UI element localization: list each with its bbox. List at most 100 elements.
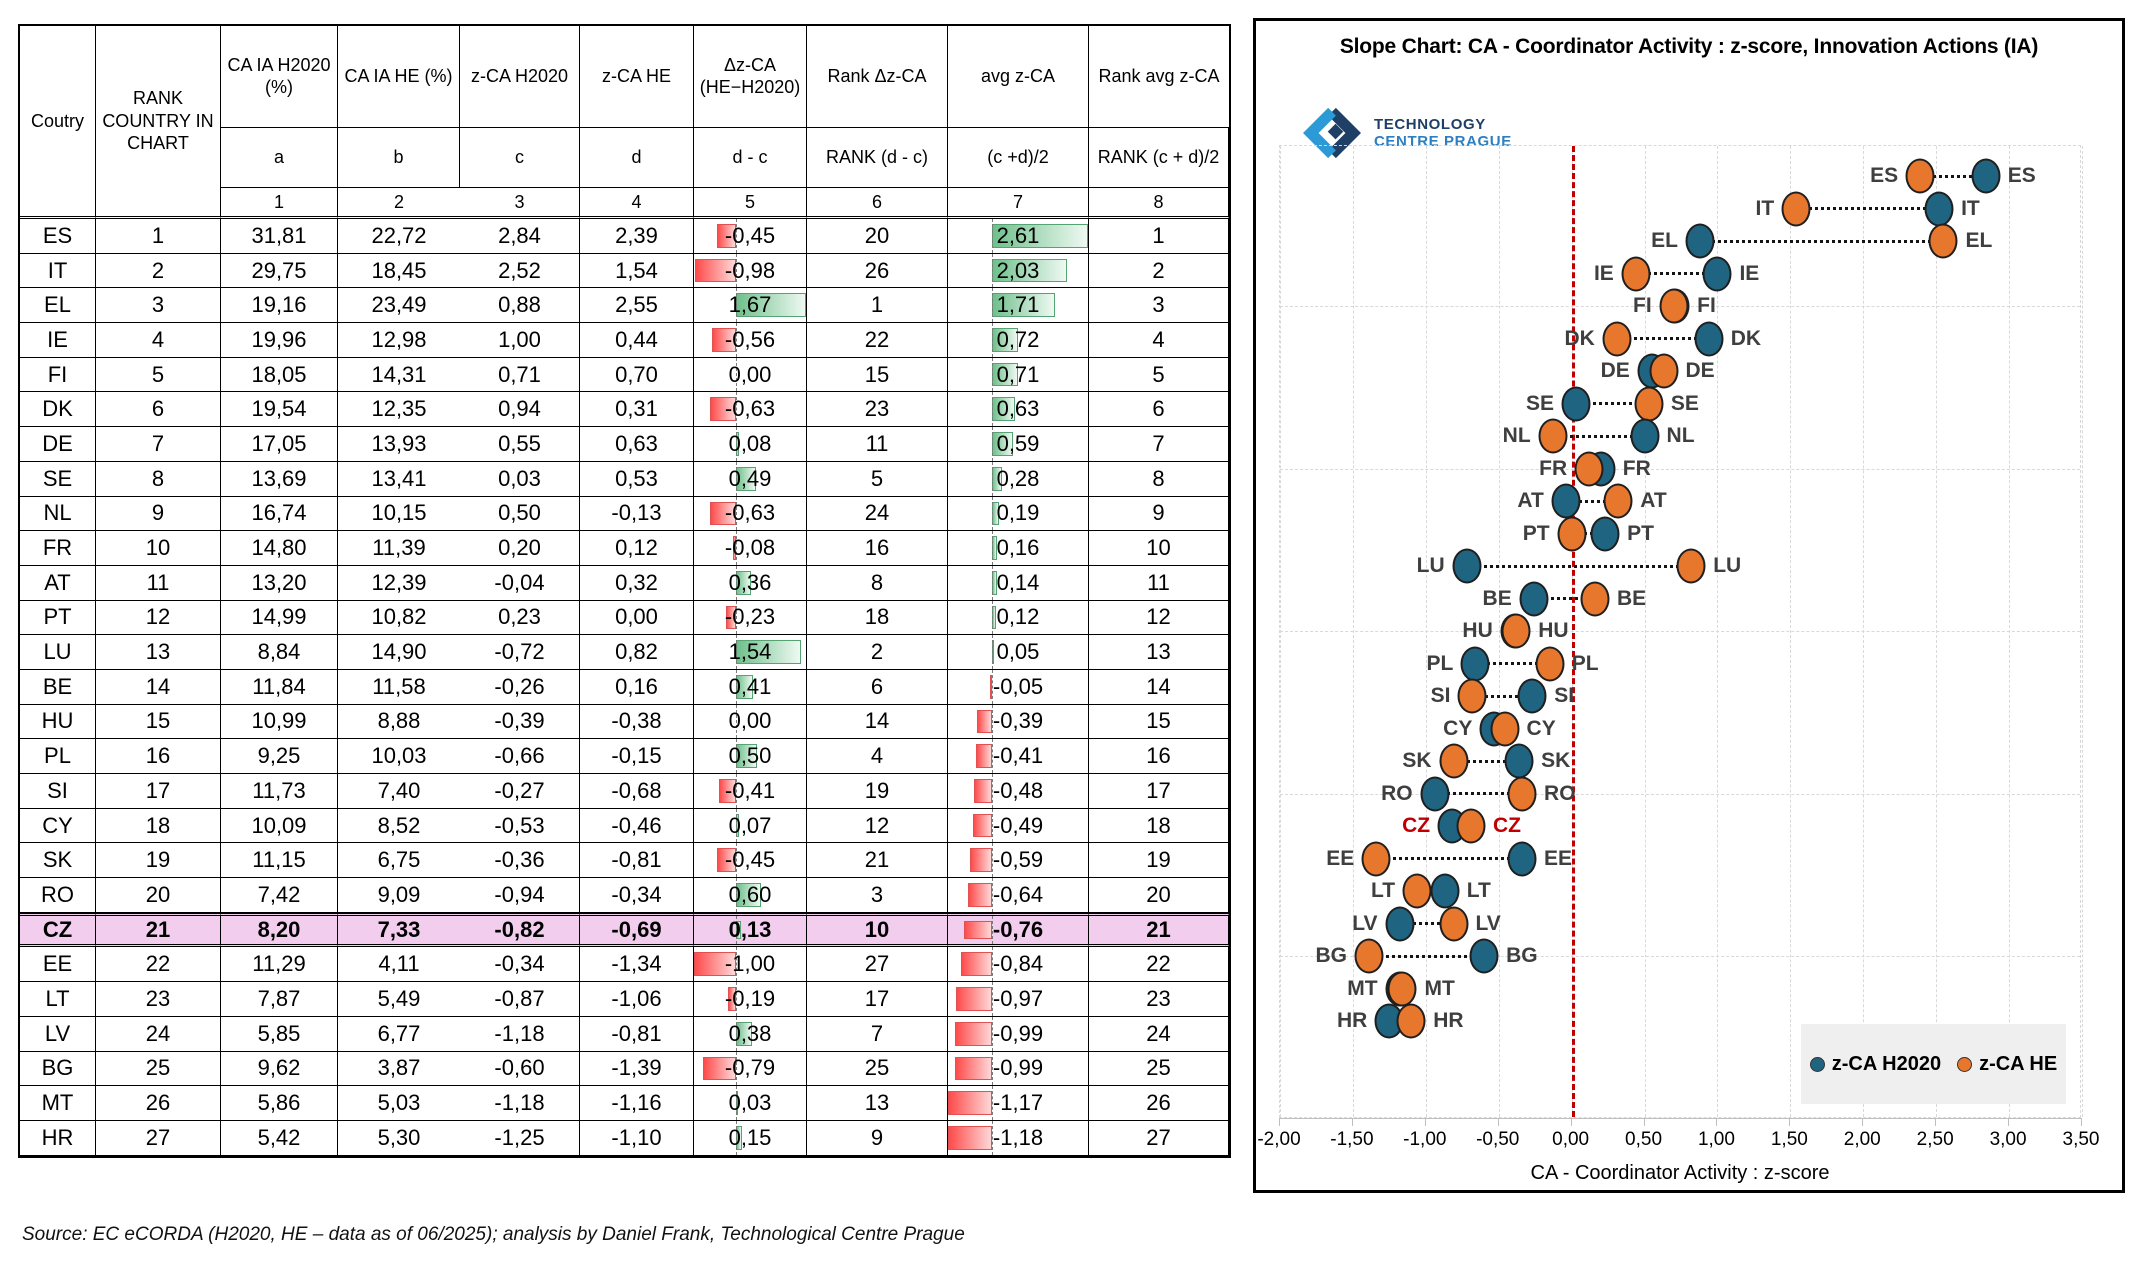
table-cell-value: 0,41 xyxy=(694,669,807,705)
table-cell-value: 20 xyxy=(807,219,948,254)
table-cell-value: 5,03 xyxy=(338,1086,460,1121)
x-axis-tick xyxy=(1862,1118,1864,1126)
table-cell-value: 19,54 xyxy=(221,392,338,428)
table-bar-zero-axis xyxy=(735,739,737,773)
table-cell-value: 1,00 xyxy=(460,323,580,358)
country-label-right: CY xyxy=(1526,716,1556,740)
table-cell-value: -0,56 xyxy=(694,323,807,358)
table-cell-value: 31,81 xyxy=(221,219,338,254)
country-label-left: HU xyxy=(1462,619,1493,642)
table-header-col-number: 1 xyxy=(221,188,338,219)
table-data-bar xyxy=(977,709,992,734)
table-cell-value: -0,46 xyxy=(580,808,694,844)
table-cell-value: 12,98 xyxy=(338,323,460,358)
table-bar-zero-axis xyxy=(991,635,993,669)
table-cell-value: -0,81 xyxy=(580,1016,694,1052)
table-cell-country-code: DK xyxy=(20,392,96,428)
table-bar-zero-axis xyxy=(991,496,993,531)
table-cell-country-code: EE xyxy=(20,947,96,983)
table-cell-value: -1,10 xyxy=(580,1120,694,1156)
table-cell-value: 0,03 xyxy=(460,461,580,497)
table-cell-value: -0,41 xyxy=(694,774,807,809)
country-label-right: EL xyxy=(1965,229,1993,252)
country-label-left: SI xyxy=(1430,684,1451,707)
table-bar-zero-axis xyxy=(735,915,737,945)
country-label-left: ES xyxy=(1870,164,1899,187)
table-header-col-title: Rank Δz-CA xyxy=(807,26,948,128)
table-cell-country-code: CY xyxy=(20,808,96,844)
table-data-bar xyxy=(989,674,992,699)
plot-vertical-gridline xyxy=(2082,146,2083,1117)
table-bar-zero-axis xyxy=(991,704,993,739)
country-label-left: AT xyxy=(1517,489,1544,512)
table-cell-value: 15 xyxy=(807,357,948,393)
table-cell-value: 10 xyxy=(807,912,948,948)
marker-z-ca-h2020 xyxy=(1561,386,1591,421)
table-cell-value: 0,63 xyxy=(580,427,694,462)
slope-connector-line xyxy=(1571,532,1606,535)
marker-z-ca-he xyxy=(1439,906,1469,941)
table-cell-value: -0,87 xyxy=(460,982,580,1017)
marker-z-ca-h2020 xyxy=(1694,321,1724,356)
table-cell-rank: 12 xyxy=(96,600,221,636)
table-bar-zero-axis xyxy=(991,288,993,323)
chart-title: Slope Chart: CA - Coordinator Activity :… xyxy=(1339,35,2039,58)
table-cell-value: 11,73 xyxy=(221,774,338,809)
table-cell-value: 0,44 xyxy=(580,323,694,358)
table-cell-rank: 13 xyxy=(96,635,221,670)
table-cell-value: 0,00 xyxy=(694,357,807,393)
table-cell-value: 0,19 xyxy=(948,496,1089,532)
country-label-left: LT xyxy=(1370,879,1396,902)
table-data-bar xyxy=(976,744,992,768)
logo-text-line1: TECHNOLOGY xyxy=(1374,115,1486,133)
table-bar-zero-axis xyxy=(991,774,993,808)
country-label-left: CZ xyxy=(1402,814,1431,837)
slope-connector-line xyxy=(1376,857,1523,860)
table-header-col-formula: c xyxy=(460,128,580,188)
slope-chart-panel: Slope Chart: CA - Coordinator Activity :… xyxy=(1253,18,2125,1193)
table-cell-country-code: HR xyxy=(20,1120,96,1156)
country-label-left: MT xyxy=(1347,976,1378,1000)
table-cell-country-code: LU xyxy=(20,635,96,670)
table-cell-value: 0,60 xyxy=(694,878,807,913)
x-axis-tick xyxy=(1643,1118,1645,1126)
marker-z-ca-he xyxy=(1387,971,1417,1006)
marker-z-ca-he xyxy=(1676,548,1706,584)
table-cell-value: 6,75 xyxy=(338,843,460,879)
slope-connector-line xyxy=(1576,402,1649,405)
table-cell-value: 8,88 xyxy=(338,704,460,740)
table-cell-value: -0,60 xyxy=(460,1051,580,1087)
table-bar-zero-axis xyxy=(735,947,737,982)
x-axis-tick-label: 1,00 xyxy=(1697,1129,1735,1150)
table-cell-value: -0,79 xyxy=(694,1051,807,1087)
table-cell-country-code: SI xyxy=(20,774,96,809)
table-cell-value: 25 xyxy=(807,1051,948,1087)
marker-z-ca-he xyxy=(1439,743,1469,779)
table-cell-value: 6,77 xyxy=(338,1016,460,1052)
table-header-col-title: Rank avg z-CA xyxy=(1089,26,1229,128)
table-cell-value: -0,26 xyxy=(460,669,580,705)
x-axis-tick xyxy=(1935,1118,1937,1126)
table-cell-rank: 27 xyxy=(96,1120,221,1156)
table-cell-value: 3 xyxy=(807,878,948,913)
plot-horizontal-gridline xyxy=(1280,956,2080,957)
table-cell-country-code: LT xyxy=(20,982,96,1017)
table-cell-value: 10,15 xyxy=(338,496,460,532)
country-label-right: AT xyxy=(1640,489,1667,512)
marker-z-ca-he xyxy=(1659,288,1689,324)
marker-z-ca-he xyxy=(1402,873,1432,909)
x-axis-tick-label: -0,50 xyxy=(1476,1129,1520,1150)
marker-z-ca-h2020 xyxy=(1420,776,1450,811)
table-cell-country-code: ES xyxy=(20,219,96,254)
table-data-bar xyxy=(948,1091,992,1115)
table-cell-value: 0,82 xyxy=(580,635,694,670)
table-cell-value: 13,69 xyxy=(221,461,338,497)
table-header-col-formula: RANK (d - c) xyxy=(807,128,948,188)
table-cell-value: 25 xyxy=(1089,1051,1229,1087)
table-bar-zero-axis xyxy=(991,947,993,982)
table-cell-value: 2,55 xyxy=(580,288,694,324)
slope-chart-plot-area: ES ES IT IT EL EL IE IE FI FI DK DK DE DE SE SE NL NL FR FR… xyxy=(1279,145,2083,1118)
table-header-col-formula: d xyxy=(580,128,694,188)
table-cell-value: 7 xyxy=(1089,427,1229,462)
slope-connector-line xyxy=(1920,174,1986,178)
